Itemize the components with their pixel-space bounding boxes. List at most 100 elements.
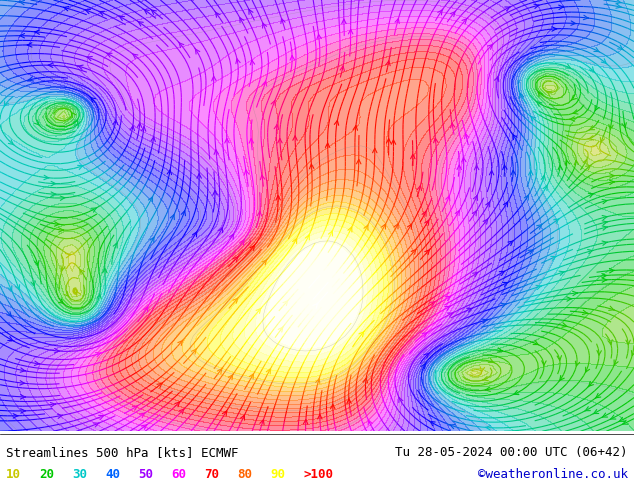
FancyArrowPatch shape <box>356 159 361 164</box>
FancyArrowPatch shape <box>586 367 590 372</box>
FancyArrowPatch shape <box>609 173 614 178</box>
FancyArrowPatch shape <box>557 356 562 360</box>
FancyArrowPatch shape <box>616 4 621 8</box>
FancyArrowPatch shape <box>631 350 634 355</box>
FancyArrowPatch shape <box>411 154 415 159</box>
FancyArrowPatch shape <box>64 292 69 297</box>
FancyArrowPatch shape <box>15 285 20 290</box>
FancyArrowPatch shape <box>395 19 399 24</box>
FancyArrowPatch shape <box>408 224 411 229</box>
FancyArrowPatch shape <box>191 348 197 354</box>
FancyArrowPatch shape <box>171 215 174 220</box>
FancyArrowPatch shape <box>368 420 372 425</box>
FancyArrowPatch shape <box>293 239 297 244</box>
FancyArrowPatch shape <box>77 165 83 170</box>
FancyArrowPatch shape <box>236 59 240 64</box>
FancyArrowPatch shape <box>133 53 138 59</box>
FancyArrowPatch shape <box>483 376 488 381</box>
FancyArrowPatch shape <box>569 117 574 121</box>
FancyArrowPatch shape <box>276 196 280 200</box>
FancyArrowPatch shape <box>78 65 83 70</box>
FancyArrowPatch shape <box>434 138 438 143</box>
FancyArrowPatch shape <box>262 23 267 28</box>
FancyArrowPatch shape <box>597 350 602 355</box>
FancyArrowPatch shape <box>8 286 12 291</box>
FancyArrowPatch shape <box>65 253 70 258</box>
FancyArrowPatch shape <box>480 367 484 372</box>
FancyArrowPatch shape <box>488 44 493 49</box>
FancyArrowPatch shape <box>353 125 358 130</box>
FancyArrowPatch shape <box>167 170 172 174</box>
FancyArrowPatch shape <box>107 53 112 57</box>
FancyArrowPatch shape <box>462 18 467 24</box>
FancyArrowPatch shape <box>35 30 40 34</box>
FancyArrowPatch shape <box>562 323 567 327</box>
FancyArrowPatch shape <box>21 409 25 413</box>
Text: 50: 50 <box>138 468 153 481</box>
FancyArrowPatch shape <box>240 239 245 245</box>
FancyArrowPatch shape <box>55 222 60 226</box>
FancyArrowPatch shape <box>250 245 255 250</box>
FancyArrowPatch shape <box>425 220 429 225</box>
FancyArrowPatch shape <box>219 228 223 233</box>
FancyArrowPatch shape <box>451 123 455 128</box>
FancyArrowPatch shape <box>500 271 505 275</box>
FancyArrowPatch shape <box>524 195 529 200</box>
FancyArrowPatch shape <box>585 407 590 411</box>
FancyArrowPatch shape <box>411 248 417 254</box>
FancyArrowPatch shape <box>94 423 99 427</box>
FancyArrowPatch shape <box>465 134 469 139</box>
FancyArrowPatch shape <box>511 171 515 175</box>
FancyArrowPatch shape <box>8 140 14 145</box>
FancyArrowPatch shape <box>472 211 477 216</box>
Text: Tu 28-05-2024 00:00 UTC (06+42): Tu 28-05-2024 00:00 UTC (06+42) <box>395 446 628 459</box>
FancyArrowPatch shape <box>609 306 614 310</box>
FancyArrowPatch shape <box>60 196 65 200</box>
FancyArrowPatch shape <box>450 11 456 17</box>
FancyArrowPatch shape <box>457 165 462 170</box>
FancyArrowPatch shape <box>27 43 32 47</box>
FancyArrowPatch shape <box>193 232 197 237</box>
FancyArrowPatch shape <box>512 134 517 140</box>
FancyArrowPatch shape <box>551 256 556 260</box>
FancyArrowPatch shape <box>573 291 578 295</box>
FancyArrowPatch shape <box>503 282 508 287</box>
FancyArrowPatch shape <box>602 413 607 417</box>
FancyArrowPatch shape <box>74 120 77 124</box>
FancyArrowPatch shape <box>139 413 145 417</box>
FancyArrowPatch shape <box>28 77 34 81</box>
FancyArrowPatch shape <box>195 48 200 54</box>
FancyArrowPatch shape <box>553 219 559 223</box>
FancyArrowPatch shape <box>99 416 104 419</box>
FancyArrowPatch shape <box>133 406 138 410</box>
FancyArrowPatch shape <box>574 160 579 165</box>
FancyArrowPatch shape <box>386 139 391 143</box>
FancyArrowPatch shape <box>262 259 267 265</box>
FancyArrowPatch shape <box>619 417 624 421</box>
FancyArrowPatch shape <box>589 67 595 73</box>
Text: Streamlines 500 hPa [kts] ECMWF: Streamlines 500 hPa [kts] ECMWF <box>6 446 239 459</box>
FancyArrowPatch shape <box>364 225 368 230</box>
FancyArrowPatch shape <box>309 164 314 169</box>
Text: >100: >100 <box>303 468 333 481</box>
FancyArrowPatch shape <box>430 301 436 306</box>
FancyArrowPatch shape <box>602 241 607 245</box>
FancyArrowPatch shape <box>588 249 593 254</box>
FancyArrowPatch shape <box>63 6 69 11</box>
FancyArrowPatch shape <box>13 414 18 418</box>
FancyArrowPatch shape <box>600 137 605 142</box>
FancyArrowPatch shape <box>528 249 533 254</box>
FancyArrowPatch shape <box>626 340 630 344</box>
FancyArrowPatch shape <box>305 235 309 240</box>
FancyArrowPatch shape <box>541 361 546 365</box>
FancyArrowPatch shape <box>230 234 233 239</box>
FancyArrowPatch shape <box>424 353 429 358</box>
FancyArrowPatch shape <box>55 348 60 353</box>
FancyArrowPatch shape <box>429 421 435 426</box>
FancyArrowPatch shape <box>271 100 275 106</box>
FancyArrowPatch shape <box>425 249 430 255</box>
FancyArrowPatch shape <box>85 9 91 14</box>
FancyArrowPatch shape <box>334 121 339 125</box>
FancyArrowPatch shape <box>76 291 81 296</box>
FancyArrowPatch shape <box>566 160 569 165</box>
